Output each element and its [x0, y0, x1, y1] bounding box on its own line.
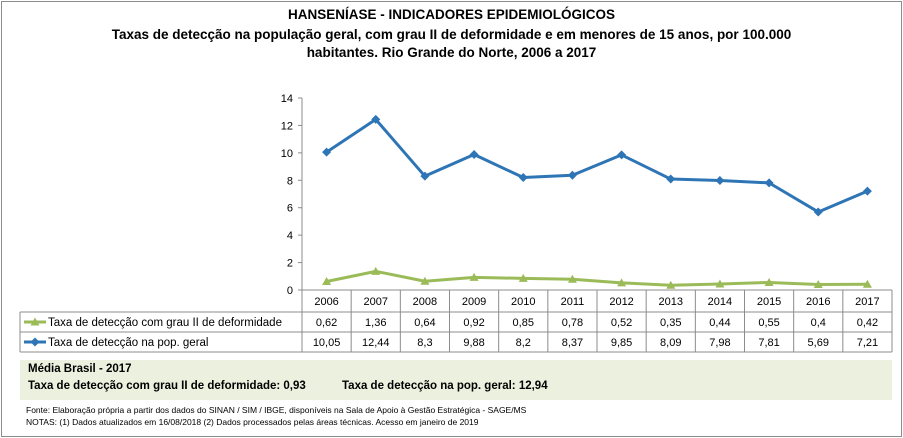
- x-category-label: 2008: [413, 296, 437, 308]
- data-value-label: 0,44: [709, 317, 730, 329]
- y-tick-label: 4: [287, 230, 293, 242]
- data-point-geral: [322, 147, 332, 157]
- y-tick-label: 8: [287, 175, 293, 187]
- data-value-label: 12,44: [362, 337, 390, 349]
- x-category-label: 2015: [757, 296, 781, 308]
- x-category-label: 2014: [708, 296, 732, 308]
- y-tick-label: 10: [281, 148, 293, 160]
- data-value-label: 8,09: [660, 337, 681, 349]
- data-value-label: 0,35: [660, 317, 681, 329]
- series-line-geral: [325, 117, 869, 214]
- source-note: Fonte: Elaboração própria a partir dos d…: [26, 405, 527, 415]
- x-category-label: 2006: [314, 296, 338, 308]
- data-value-label: 7,98: [709, 337, 730, 349]
- data-value-label: 1,36: [365, 317, 386, 329]
- y-tick-label: 12: [281, 120, 293, 132]
- legend-label: Taxa de detecção na pop. geral: [48, 337, 208, 349]
- data-point-geral: [666, 174, 676, 184]
- x-category-label: 2007: [364, 296, 388, 308]
- data-value-label: 7,81: [758, 337, 779, 349]
- data-value-label: 0,55: [758, 317, 779, 329]
- data-value-label: 9,85: [611, 337, 632, 349]
- data-value-label: 0,92: [463, 317, 484, 329]
- y-tick-label: 14: [281, 93, 293, 105]
- data-point-grau2: [371, 266, 381, 275]
- data-value-label: 8,3: [417, 337, 432, 349]
- data-point-grau2: [518, 273, 528, 282]
- data-point-geral: [617, 150, 627, 160]
- data-value-label: 0,78: [562, 317, 583, 329]
- media-brasil-title: Média Brasil - 2017: [28, 363, 132, 375]
- x-category-label: 2010: [511, 296, 535, 308]
- data-point-grau2: [813, 280, 823, 289]
- data-point-geral: [813, 207, 823, 217]
- data-point-grau2: [322, 276, 332, 285]
- data-value-label: 0,4: [811, 317, 826, 329]
- data-value-label: 5,69: [808, 337, 829, 349]
- data-value-label: 0,52: [611, 317, 632, 329]
- data-point-geral: [764, 178, 774, 188]
- x-category-label: 2013: [659, 296, 683, 308]
- chart-title: HANSENÍASE - INDICADORES EPIDEMIOLÓGICOS: [287, 7, 616, 22]
- y-tick-label: 2: [287, 258, 293, 270]
- data-value-label: 10,05: [313, 337, 341, 349]
- data-point-geral: [715, 176, 725, 186]
- legend-triangle-icon: [30, 317, 40, 326]
- data-point-geral: [469, 150, 479, 160]
- data-value-label: 7,21: [857, 337, 878, 349]
- x-category-label: 2017: [855, 296, 879, 308]
- data-point-grau2: [420, 276, 430, 285]
- data-value-label: 0,42: [857, 317, 878, 329]
- data-point-grau2: [469, 272, 479, 281]
- series-line-grau2: [326, 269, 868, 287]
- data-point-geral: [420, 171, 430, 181]
- data-point-geral: [518, 173, 528, 183]
- y-tick-label: 6: [287, 203, 293, 215]
- data-point-grau2: [567, 274, 577, 283]
- data-value-label: 0,64: [414, 317, 435, 329]
- media-brasil-box: Média Brasil - 2017 Taxa de detecção com…: [20, 360, 892, 400]
- data-point-geral: [567, 170, 577, 180]
- data-point-grau2: [617, 278, 627, 287]
- data-point-geral: [371, 114, 381, 124]
- x-category-label: 2011: [561, 296, 585, 308]
- media-brasil-geral: Taxa de detecção na pop. geral: 12,94: [342, 380, 548, 392]
- data-point-grau2: [764, 277, 774, 286]
- data-value-label: 9,88: [463, 337, 484, 349]
- data-point-grau2: [715, 279, 725, 288]
- media-brasil-grau2: Taxa de detecção com grau II de deformid…: [28, 380, 306, 392]
- chart-subtitle-line2: habitantes. Rio Grande do Norte, 2006 a …: [306, 45, 597, 60]
- legend-label: Taxa de detecção com grau II de deformid…: [48, 317, 282, 329]
- data-value-label: 0,85: [513, 317, 534, 329]
- data-point-grau2: [862, 279, 872, 288]
- x-category-label: 2016: [806, 296, 830, 308]
- line-chart: 0 2 4 6 8 10 12 14 2006 2007 2008 2009 2010 2011 2012 2…: [19, 93, 893, 353]
- data-value-label: 0,62: [316, 317, 337, 329]
- data-value-label: 8,37: [562, 337, 583, 349]
- x-category-label: 2009: [462, 296, 486, 308]
- data-point-grau2: [666, 280, 676, 289]
- chart-subtitle-line1: Taxas de detecção na população geral, co…: [111, 27, 792, 42]
- x-category-label: 2012: [609, 296, 633, 308]
- data-point-geral: [862, 186, 872, 196]
- data-value-label: 8,2: [516, 337, 531, 349]
- legend-diamond-icon: [30, 337, 40, 347]
- notes: NOTAS: (1) Dados atualizados em 16/08/20…: [26, 417, 479, 427]
- y-tick-label: 0: [287, 285, 293, 297]
